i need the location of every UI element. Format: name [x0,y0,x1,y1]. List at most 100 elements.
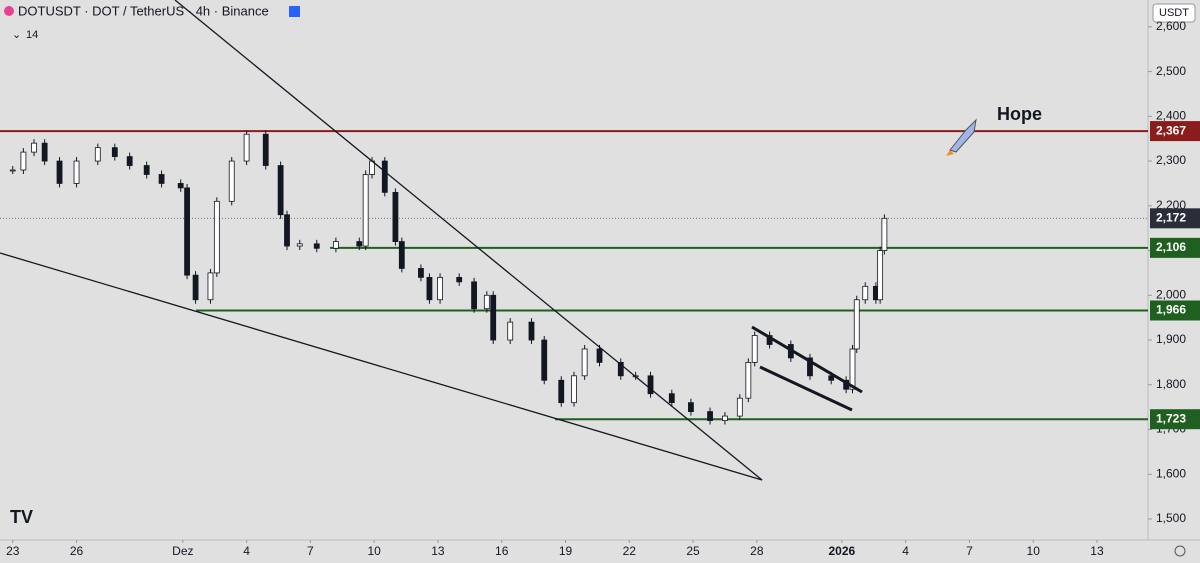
candle [277,165,284,216]
level-tag [1150,121,1200,142]
y-tick-label: 2,500 [1156,64,1186,78]
candle [284,214,290,247]
x-tick-label: 4 [243,544,250,558]
x-tick-label: 22 [623,544,637,558]
candle [853,299,860,350]
candle [313,243,320,249]
candle [143,165,150,175]
x-tick-label: 13 [1090,544,1104,558]
y-tick-label: 1,800 [1156,377,1186,391]
x-tick-label: 7 [966,544,973,558]
candle [456,276,463,283]
rocket-flame [946,150,954,156]
candle [581,348,588,377]
candle [192,274,199,301]
candle [471,281,477,310]
candle [807,357,813,377]
candle [177,183,184,189]
candle [243,133,250,162]
trend-line [0,252,763,481]
level-tag [1150,300,1200,321]
y-tick-label: 2,400 [1156,108,1186,122]
candle [296,243,303,247]
x-tick-label: 7 [307,544,314,558]
flag-icon [289,6,300,17]
y-tick-label: 2,600 [1156,19,1186,33]
level-tag [1150,237,1200,258]
y-tick-label: 2,000 [1156,287,1186,301]
candle [881,217,888,251]
currency-label[interactable]: USDT [1159,7,1189,19]
candle [426,276,433,301]
candle [158,174,165,184]
candle [228,160,235,202]
candle [688,402,694,412]
level-label: 2,106 [1156,240,1186,254]
candle [849,348,856,390]
candle [558,379,565,404]
flag-line [759,365,853,412]
x-tick-label: Dez [172,544,193,558]
candle [9,169,16,172]
candle [862,285,869,301]
candle [507,321,514,341]
candle [596,348,603,363]
candle [262,133,269,166]
candle [571,375,577,404]
candle [707,411,713,421]
candle [56,160,63,184]
y-tick-label: 1,500 [1156,511,1186,525]
annotation: Hope [997,104,1042,124]
settings-icon[interactable] [1174,545,1186,557]
candle [541,339,548,381]
candle [31,142,37,153]
logo: TV [10,507,33,527]
candle [418,268,424,278]
candle [398,241,405,269]
candle [647,375,654,395]
rocket-body [949,118,977,153]
x-tick-label: 2026 [829,544,856,558]
symbol-icon [4,6,14,16]
y-tick-label: 1,600 [1156,466,1186,480]
level-label: 1,723 [1156,411,1186,425]
trend-line [174,0,763,481]
candle [392,191,399,242]
candle [356,241,363,247]
candle [381,160,388,193]
candle [94,147,101,162]
level-label: 2,367 [1156,123,1186,137]
x-tick-label: 16 [495,544,509,558]
x-tick-label: 4 [902,544,909,558]
x-tick-label: 10 [367,544,381,558]
x-tick-label: 28 [750,544,764,558]
last-price-tag [1150,208,1200,229]
symbol-title: DOTUSDT · DOT / TetherUS · 4h · Binance [18,3,269,18]
indicator-value: 14 [26,29,38,41]
candle [437,276,443,301]
candle [751,335,758,363]
plot [0,130,1148,425]
candle [20,151,27,171]
candle [207,272,214,301]
candle [126,156,133,166]
candle [483,294,490,310]
currency-button[interactable] [1152,3,1196,23]
x-tick-label: 26 [70,544,84,558]
drawings [0,0,863,481]
candle [722,415,728,421]
candle [617,361,624,377]
candle [362,174,369,247]
candle [111,147,118,157]
flag-line [751,325,863,394]
x-tick-label: 13 [431,544,445,558]
candle [877,250,884,301]
candle [668,393,675,404]
candle [528,321,535,341]
x-tick-label: 23 [6,544,20,558]
level-label: 1,966 [1156,303,1186,317]
collapse-icon: ⌄ [12,29,21,41]
